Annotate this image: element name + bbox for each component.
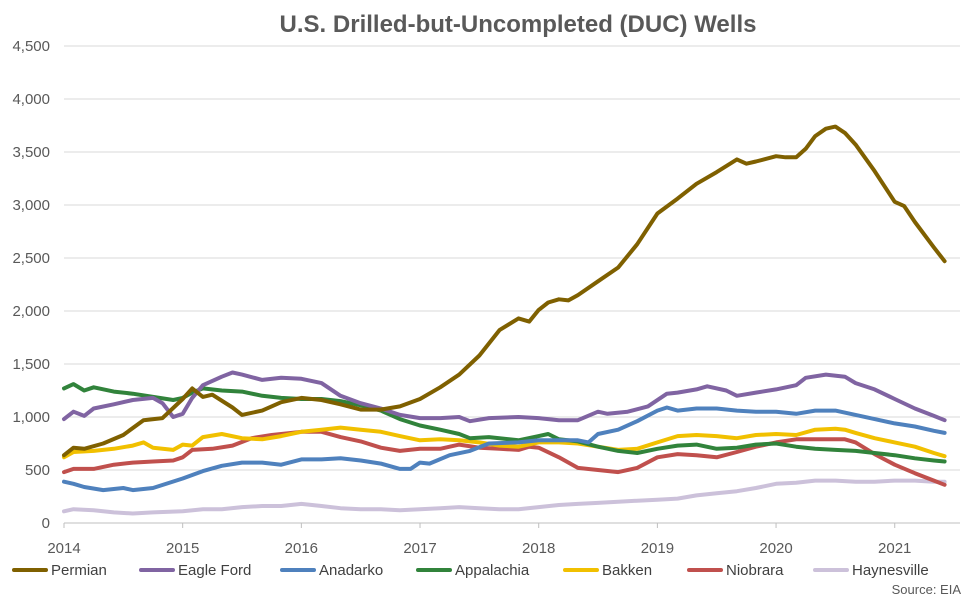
x-tick-label: 2016 — [285, 540, 318, 557]
y-tick-label: 3,500 — [12, 144, 50, 161]
legend-label-eagle-ford: Eagle Ford — [178, 562, 251, 579]
x-tick-label: 2019 — [641, 540, 674, 557]
legend-label-niobrara: Niobrara — [726, 562, 784, 579]
source-note: Source: EIA — [892, 582, 962, 597]
x-tick-label: 2021 — [878, 540, 911, 557]
chart-title: U.S. Drilled-but-Uncompleted (DUC) Wells — [280, 11, 757, 38]
y-tick-label: 2,500 — [12, 250, 50, 267]
y-tick-label: 500 — [25, 462, 50, 479]
series-line-eagle-ford — [62, 370, 947, 424]
legend-label-haynesville: Haynesville — [852, 562, 929, 579]
legend-label-bakken: Bakken — [602, 562, 652, 579]
y-tick-label: 0 — [42, 515, 50, 532]
x-tick-label: 2018 — [522, 540, 555, 557]
series-line-permian — [62, 124, 947, 458]
x-tick-label: 2020 — [759, 540, 792, 557]
y-tick-label: 3,000 — [12, 197, 50, 214]
y-tick-label: 1,500 — [12, 356, 50, 373]
legend-label-appalachia: Appalachia — [455, 562, 530, 579]
series-line-niobrara — [62, 429, 947, 487]
y-tick-label: 4,000 — [12, 91, 50, 108]
x-tick-label: 2017 — [403, 540, 436, 557]
legend: Permian Eagle Ford Anadarko Appalachia Bakke… — [12, 562, 929, 579]
series-line-haynesville — [62, 478, 947, 516]
series-lines — [62, 124, 947, 516]
legend-label-anadarko: Anadarko — [319, 562, 383, 579]
x-axis-ticks: 2014 2015 2016 2017 2018 2019 2020 2021 — [47, 523, 911, 557]
gridlines — [64, 45, 960, 471]
y-tick-label: 4,500 — [12, 38, 50, 55]
x-tick-label: 2015 — [166, 540, 199, 557]
series-line-anadarko — [62, 405, 947, 493]
legend-label-permian: Permian — [51, 562, 107, 579]
y-axis-ticks: 0 500 1,000 1,500 2,000 2,500 3,000 3,500 4,000 4… — [12, 38, 50, 532]
x-tick-label: 2014 — [47, 540, 80, 557]
y-tick-label: 2,000 — [12, 303, 50, 320]
y-tick-label: 1,000 — [12, 409, 50, 426]
